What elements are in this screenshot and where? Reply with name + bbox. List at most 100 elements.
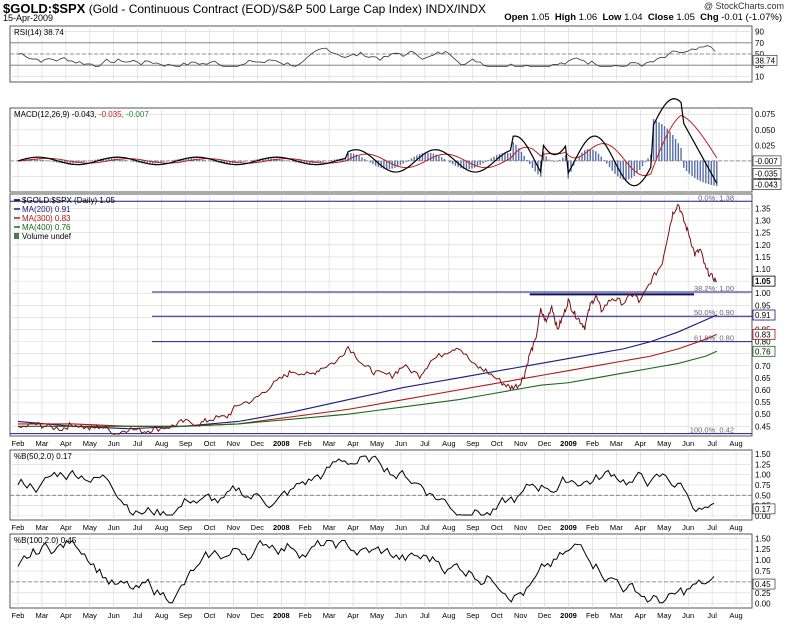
macd-histogram-bar bbox=[270, 158, 272, 161]
macd-histogram-bar bbox=[215, 160, 217, 163]
macd-histogram-bar bbox=[319, 160, 322, 163]
x-axis-label: Jul bbox=[420, 439, 430, 448]
x-axis-label: 2008 bbox=[273, 611, 290, 620]
price-tick-label: 0.60 bbox=[755, 386, 771, 395]
macd-histogram-bar bbox=[407, 160, 410, 161]
rsi-tick-label: 90 bbox=[755, 28, 764, 37]
x-axis-label: May bbox=[83, 611, 97, 620]
macd-histogram-bar bbox=[614, 160, 616, 174]
macd-histogram-bar bbox=[589, 148, 591, 161]
macd-histogram-bar bbox=[391, 160, 393, 169]
macd-histogram-bar bbox=[625, 160, 627, 180]
rsi-last-value: 38.74 bbox=[755, 56, 776, 65]
x-axis-label: 2008 bbox=[273, 439, 290, 448]
macd-histogram-bar bbox=[369, 160, 371, 163]
price-value-tag bbox=[752, 309, 776, 321]
macd-histogram-bar bbox=[584, 150, 586, 161]
macd-histogram-bar bbox=[394, 160, 396, 168]
macd-histogram-bar bbox=[165, 160, 168, 162]
x-axis-label: Jul bbox=[420, 523, 430, 532]
pctb50-last-value-tag bbox=[752, 503, 776, 515]
price-value-tag-text: 0.76 bbox=[755, 347, 771, 356]
macd-histogram-bar bbox=[361, 157, 363, 161]
x-axis-label: Aug bbox=[442, 523, 455, 532]
x-axis-label: Feb bbox=[12, 523, 25, 532]
rsi-tick-label: 70 bbox=[755, 39, 764, 48]
macd-histogram-bar bbox=[163, 160, 165, 162]
price-tick-label: 1.20 bbox=[755, 241, 771, 250]
macd-histogram-bar bbox=[564, 155, 567, 161]
x-axis-label: Mar bbox=[610, 439, 623, 448]
price-legend-ma200: MA(200) 0.91 bbox=[22, 205, 71, 214]
macd-histogram-bar bbox=[198, 159, 201, 161]
watermark: @ StockCharts.com bbox=[703, 1, 784, 11]
macd-histogram-bar bbox=[149, 160, 151, 164]
price-fib-label: 61.8%: 0.80 bbox=[694, 334, 734, 343]
x-axis-label: Apr bbox=[347, 611, 359, 620]
chart-date: 15-Apr-2009 bbox=[3, 13, 54, 23]
macd-histogram-bar bbox=[661, 124, 663, 161]
macd-histogram-bar bbox=[135, 160, 138, 163]
macd-histogram-bar bbox=[303, 160, 305, 164]
macd-histogram-bar bbox=[396, 160, 399, 167]
macd-histogram-bar bbox=[677, 143, 679, 161]
macd-histogram-bar bbox=[201, 159, 204, 161]
pctb100-tick-label: 0.00 bbox=[755, 600, 771, 609]
macd-histogram-bar bbox=[688, 160, 690, 174]
x-axis-label: Oct bbox=[491, 611, 504, 620]
macd-histogram-bar bbox=[333, 159, 336, 161]
price-tick-label: 0.65 bbox=[755, 374, 771, 383]
macd-histogram-bar bbox=[66, 160, 69, 164]
macd-histogram-bar bbox=[253, 159, 256, 161]
macd-histogram-bar bbox=[185, 158, 187, 161]
macd-histogram-bar bbox=[468, 160, 470, 170]
macd-tick-label: 0.050 bbox=[755, 126, 776, 135]
macd-histogram-bar bbox=[476, 160, 479, 167]
rsi-tick-label: 30 bbox=[755, 61, 764, 70]
x-axis-label: Dec bbox=[251, 523, 265, 532]
macd-histogram-bar bbox=[124, 160, 126, 161]
macd-histogram-bar bbox=[97, 159, 99, 161]
x-axis-label: 2009 bbox=[560, 523, 577, 532]
macd-histogram-bar bbox=[363, 159, 366, 161]
macd-histogram-bar bbox=[42, 159, 44, 161]
pctb50-tick-label: 1.25 bbox=[755, 460, 771, 469]
macd-histogram-bar bbox=[80, 160, 82, 163]
rsi-tick-label: 50 bbox=[755, 50, 764, 59]
x-axis-label: Jul bbox=[707, 611, 717, 620]
macd-histogram-bar bbox=[229, 160, 231, 164]
x-axis-label: Apr bbox=[60, 523, 72, 532]
macd-histogram-bar bbox=[683, 160, 685, 168]
pctb100-legend: %B(100,2.0) 0.45 bbox=[14, 536, 77, 545]
macd-histogram-bar bbox=[347, 152, 349, 161]
macd-value-tag bbox=[752, 168, 782, 179]
price-tick-label: 1.10 bbox=[755, 265, 771, 274]
macd-histogram-bar bbox=[190, 158, 193, 161]
x-axis-label: Feb bbox=[586, 523, 599, 532]
x-axis-label: 2008 bbox=[273, 523, 290, 532]
macd-histogram-bar bbox=[592, 149, 594, 161]
macd-histogram-bar bbox=[460, 160, 462, 169]
pctb50-tick-label: 0.00 bbox=[755, 512, 771, 521]
x-axis-label: Mar bbox=[35, 439, 48, 448]
macd-histogram-bar bbox=[86, 160, 88, 162]
macd-histogram-bar bbox=[36, 159, 38, 161]
macd-histogram-bar bbox=[308, 160, 311, 164]
pctb50-last-value: 0.17 bbox=[755, 505, 771, 514]
ohlc-readout: Open 1.05 High 1.06 Low 1.04 Close 1.05 … bbox=[504, 12, 782, 23]
macd-histogram-bar bbox=[655, 120, 657, 161]
x-axis-label: Aug bbox=[729, 439, 742, 448]
macd-histogram-bar bbox=[121, 159, 124, 161]
price-value-tag bbox=[752, 345, 776, 357]
x-axis-label: May bbox=[370, 611, 384, 620]
pctb50-legend: %B(50,2.0) 0.17 bbox=[14, 452, 72, 461]
macd-histogram-bar bbox=[633, 160, 635, 177]
macd-histogram-bar bbox=[388, 160, 391, 170]
macd-histogram-bar bbox=[603, 160, 605, 161]
x-axis-label: Mar bbox=[323, 439, 336, 448]
macd-histogram-bar bbox=[526, 159, 528, 161]
price-tick-label: 0.70 bbox=[755, 362, 771, 371]
price-legend-price: $GOLD:$SPX (Daily) 1.05 bbox=[22, 196, 115, 205]
macd-histogram-bar bbox=[553, 160, 556, 162]
macd-histogram-bar bbox=[416, 155, 418, 161]
